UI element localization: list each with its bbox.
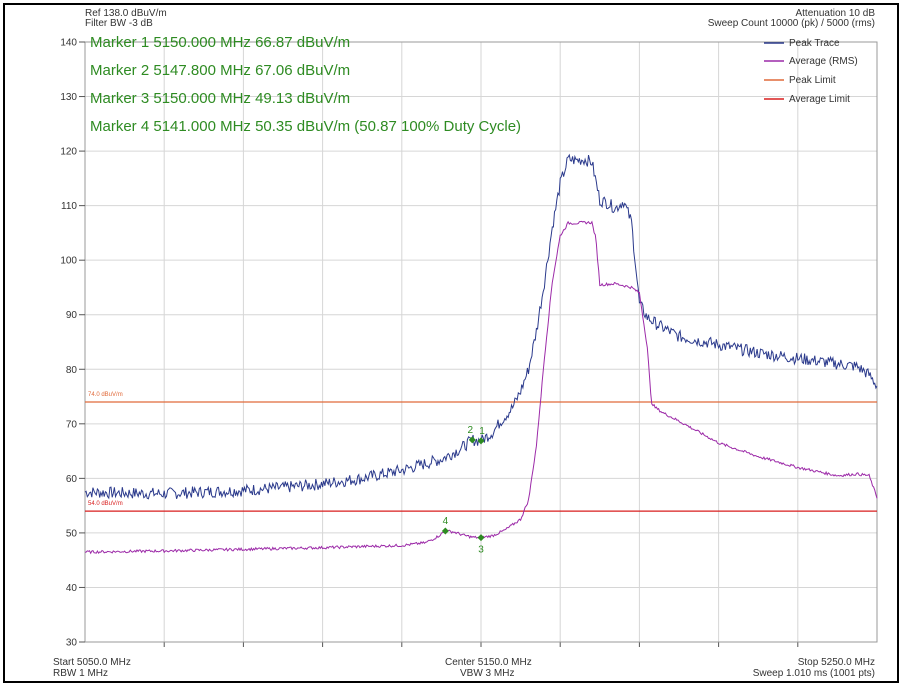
marker-3-number: 3 — [478, 545, 484, 556]
y-tick-label: 140 — [60, 38, 77, 49]
rbw-label: RBW 1 MHz — [53, 668, 108, 679]
marker-1-readout: Marker 1 5150.000 MHz 66.87 dBuV/m — [90, 34, 351, 51]
marker-4-readout: Marker 4 5141.000 MHz 50.35 dBuV/m (50.8… — [90, 118, 522, 135]
y-tick-label: 50 — [66, 528, 78, 539]
y-tick-label: 120 — [60, 147, 77, 158]
y-axis-ticks: 30 40 50 60 70 80 90 100 110 120 130 140 — [60, 38, 85, 649]
marker-3-readout: Marker 3 5150.000 MHz 49.13 dBuV/m — [90, 90, 351, 107]
vbw-label: VBW 3 MHz — [460, 668, 515, 679]
marker-2-number: 2 — [468, 425, 474, 436]
y-tick-label: 90 — [66, 310, 78, 321]
y-tick-label: 60 — [66, 474, 78, 485]
attenuation-label: Attenuation 10 dB — [795, 8, 875, 19]
grid — [84, 41, 878, 647]
legend-peak-limit: Peak Limit — [789, 75, 836, 86]
sweep-time-label: Sweep 1.010 ms (1001 pts) — [752, 668, 875, 679]
y-tick-label: 100 — [60, 256, 77, 267]
marker-2-readout: Marker 2 5147.800 MHz 67.06 dBuV/m — [90, 62, 351, 79]
average-limit-label: 54.0 dBuV/m — [88, 501, 123, 507]
filter-bw-label: Filter BW -3 dB — [85, 18, 153, 29]
center-frequency: Center 5150.0 MHz — [445, 657, 532, 668]
y-tick-label: 80 — [66, 365, 78, 376]
marker-2-diamond — [468, 436, 476, 444]
limit-lines: 74.0 dBuV/m 54.0 dBuV/m — [85, 392, 877, 512]
y-tick-label: 40 — [66, 583, 78, 594]
spectrum-plot: 30 40 50 60 70 80 90 100 110 120 130 140 74.0 dBuV/… — [60, 38, 878, 649]
legend-average-limit: Average Limit — [789, 94, 850, 105]
peak-limit-label: 74.0 dBuV/m — [88, 392, 123, 398]
legend-peak-trace: Peak Trace — [789, 38, 840, 49]
y-tick-label: 30 — [66, 638, 78, 649]
sweep-count-label: Sweep Count 10000 (pk) / 5000 (rms) — [707, 18, 875, 29]
ref-level-label: Ref 138.0 dBuV/m — [85, 8, 167, 19]
y-tick-label: 110 — [61, 201, 77, 212]
legend-average-rms: Average (RMS) — [789, 56, 858, 67]
start-frequency: Start 5050.0 MHz — [53, 657, 131, 668]
y-tick-label: 70 — [66, 419, 78, 430]
marker-4-diamond — [441, 527, 449, 535]
marker-1-number: 1 — [479, 426, 485, 437]
plot-border — [84, 41, 878, 643]
chart-frame: 30 40 50 60 70 80 90 100 110 120 130 140 74.0 dBuV/… — [3, 3, 899, 683]
marker-4-number: 4 — [443, 516, 449, 527]
legend-lines — [764, 42, 784, 100]
y-tick-label: 130 — [60, 92, 77, 103]
marker-1-diamond — [477, 437, 485, 445]
stop-frequency: Stop 5250.0 MHz — [797, 657, 875, 668]
marker-3-diamond — [477, 534, 485, 542]
markers: 12 3 4 — [441, 425, 485, 556]
